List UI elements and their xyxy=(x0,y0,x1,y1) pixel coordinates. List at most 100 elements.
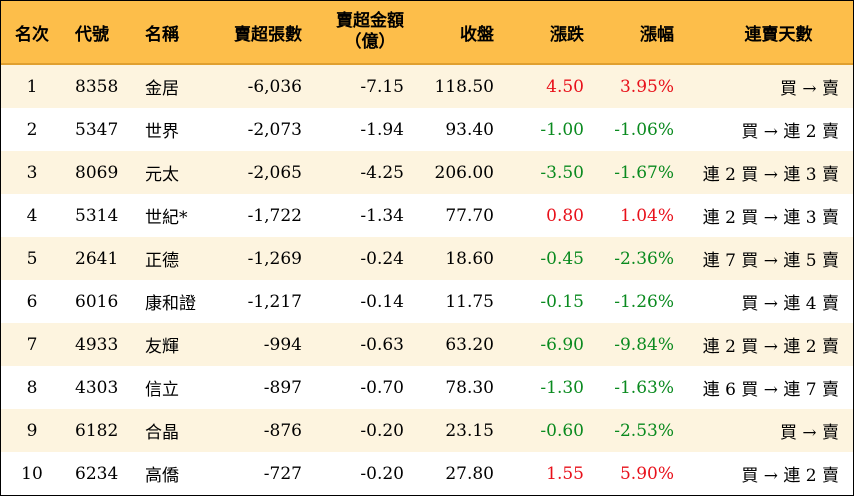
cell-streak: 買 → 賣 xyxy=(779,423,839,443)
cell-pct: -1.26% xyxy=(614,291,674,312)
cell-net-sell-lots: -994 xyxy=(263,334,302,355)
cell-close: 93.40 xyxy=(445,119,494,140)
cell-net-sell-lots: -6,036 xyxy=(247,76,302,97)
cell-change: -1.00 xyxy=(540,119,584,140)
cell-rank: 3 xyxy=(26,162,38,183)
cell-pct: -9.84% xyxy=(614,334,674,355)
header-streak: 連賣天數 xyxy=(744,24,813,45)
cell-net-sell-amount: -0.20 xyxy=(360,420,404,441)
header-name: 名稱 xyxy=(145,24,179,45)
cell-net-sell-amount: -0.14 xyxy=(360,291,404,312)
cell-net-sell-lots: -1,217 xyxy=(247,291,302,312)
cell-rank: 10 xyxy=(21,463,43,484)
cell-net-sell-amount: -1.94 xyxy=(360,119,404,140)
cell-pct: -2.36% xyxy=(614,248,674,269)
cell-close: 118.50 xyxy=(434,76,494,97)
table-row: 10 6234 高僑 -727 -0.20 27.80 1.55 5.90% 買 → 連 2 賣 xyxy=(1,452,853,495)
cell-change: -3.50 xyxy=(540,162,584,183)
cell-code: 2641 xyxy=(75,248,119,269)
table-row: 4 5314 世紀* -1,722 -1.34 77.70 0.80 1.04% 連 2 買 →… xyxy=(1,194,853,237)
cell-rank: 5 xyxy=(26,248,38,269)
cell-rank: 9 xyxy=(26,420,38,441)
cell-net-sell-lots: -1,269 xyxy=(247,248,302,269)
cell-net-sell-lots: -2,073 xyxy=(247,119,302,140)
cell-close: 77.70 xyxy=(445,205,494,226)
cell-code: 8358 xyxy=(75,76,119,97)
cell-net-sell-amount: -1.34 xyxy=(360,205,404,226)
cell-change: 0.80 xyxy=(546,205,584,226)
cell-streak: 買 → 連 2 賣 xyxy=(741,122,839,142)
cell-rank: 8 xyxy=(26,377,38,398)
cell-code: 6234 xyxy=(75,463,119,484)
table-row: 6 6016 康和證 -1,217 -0.14 11.75 -0.15 -1.26% 買 → 連… xyxy=(1,280,853,323)
cell-code: 6016 xyxy=(75,291,119,312)
cell-name: 高僑 xyxy=(145,466,179,486)
header-net-sell-amount: 賣超金額 （億） xyxy=(304,11,404,53)
cell-streak: 連 2 買 → 連 3 賣 xyxy=(702,165,839,185)
cell-streak: 連 7 買 → 連 5 賣 xyxy=(702,251,839,271)
cell-rank: 2 xyxy=(26,119,38,140)
cell-net-sell-amount: -4.25 xyxy=(360,162,404,183)
table-row: 1 8358 金居 -6,036 -7.15 118.50 4.50 3.95% 買 → 賣 xyxy=(1,65,853,108)
cell-rank: 1 xyxy=(26,76,38,97)
cell-name: 世界 xyxy=(145,122,179,142)
cell-rank: 4 xyxy=(26,205,38,226)
header-net-sell-lots: 賣超張數 xyxy=(234,24,302,45)
header-pct: 漲幅 xyxy=(640,24,674,45)
cell-pct: -2.53% xyxy=(614,420,674,441)
cell-name: 正德 xyxy=(145,251,179,271)
cell-pct: -1.67% xyxy=(614,162,674,183)
cell-rank: 7 xyxy=(26,334,38,355)
cell-close: 63.20 xyxy=(445,334,494,355)
cell-name: 合晶 xyxy=(145,423,179,443)
cell-pct: -1.06% xyxy=(614,119,674,140)
cell-code: 4933 xyxy=(75,334,119,355)
table-row: 5 2641 正德 -1,269 -0.24 18.60 -0.45 -2.36% 連 7 買 … xyxy=(1,237,853,280)
cell-close: 18.60 xyxy=(445,248,494,269)
cell-name: 康和證 xyxy=(145,294,196,314)
table-header: 名次 代號 名稱 賣超張數 賣超金額 （億） 收盤 漲跌 漲幅 連賣天數 xyxy=(1,1,853,65)
table-row: 3 8069 元太 -2,065 -4.25 206.00 -3.50 -1.67% 連 2 買… xyxy=(1,151,853,194)
header-code: 代號 xyxy=(75,24,109,45)
table-row: 9 6182 合晶 -876 -0.20 23.15 -0.60 -2.53% 買 → 賣 xyxy=(1,409,853,452)
cell-net-sell-amount: -0.20 xyxy=(360,463,404,484)
cell-change: 4.50 xyxy=(546,76,584,97)
cell-change: 1.55 xyxy=(546,463,584,484)
header-rank: 名次 xyxy=(15,24,49,45)
table-row: 8 4303 信立 -897 -0.70 78.30 -1.30 -1.63% 連 6 買 → … xyxy=(1,366,853,409)
cell-streak: 連 2 買 → 連 2 賣 xyxy=(702,337,839,357)
cell-change: -0.45 xyxy=(540,248,584,269)
header-net-sell-amount-unit: （億） xyxy=(344,32,396,52)
cell-net-sell-lots: -727 xyxy=(263,463,302,484)
cell-code: 5347 xyxy=(75,119,119,140)
cell-close: 23.15 xyxy=(445,420,494,441)
cell-pct: 3.95% xyxy=(619,76,674,97)
cell-streak: 連 6 買 → 連 7 賣 xyxy=(702,380,839,400)
cell-pct: 5.90% xyxy=(619,463,674,484)
cell-name: 元太 xyxy=(145,165,179,185)
header-close: 收盤 xyxy=(460,24,494,45)
cell-close: 11.75 xyxy=(445,291,494,312)
cell-code: 5314 xyxy=(75,205,119,226)
cell-net-sell-lots: -1,722 xyxy=(247,205,302,226)
cell-close: 78.30 xyxy=(445,377,494,398)
cell-close: 27.80 xyxy=(445,463,494,484)
cell-change: -6.90 xyxy=(540,334,584,355)
cell-streak: 買 → 賣 xyxy=(779,79,839,99)
cell-change: -0.15 xyxy=(540,291,584,312)
cell-net-sell-lots: -876 xyxy=(263,420,302,441)
cell-code: 6182 xyxy=(75,420,119,441)
cell-net-sell-amount: -0.63 xyxy=(360,334,404,355)
cell-streak: 買 → 連 2 賣 xyxy=(741,466,839,486)
cell-net-sell-amount: -0.70 xyxy=(360,377,404,398)
cell-name: 金居 xyxy=(145,79,179,99)
cell-streak: 連 2 買 → 連 3 賣 xyxy=(702,208,839,228)
cell-streak: 買 → 連 4 賣 xyxy=(741,294,839,314)
table-row: 2 5347 世界 -2,073 -1.94 93.40 -1.00 -1.06% 買 → 連 … xyxy=(1,108,853,151)
cell-name: 世紀* xyxy=(145,208,188,228)
cell-code: 8069 xyxy=(75,162,119,183)
cell-change: -1.30 xyxy=(540,377,584,398)
cell-name: 信立 xyxy=(145,380,179,400)
table-row: 7 4933 友輝 -994 -0.63 63.20 -6.90 -9.84% 連 2 買 → … xyxy=(1,323,853,366)
cell-name: 友輝 xyxy=(145,337,179,357)
